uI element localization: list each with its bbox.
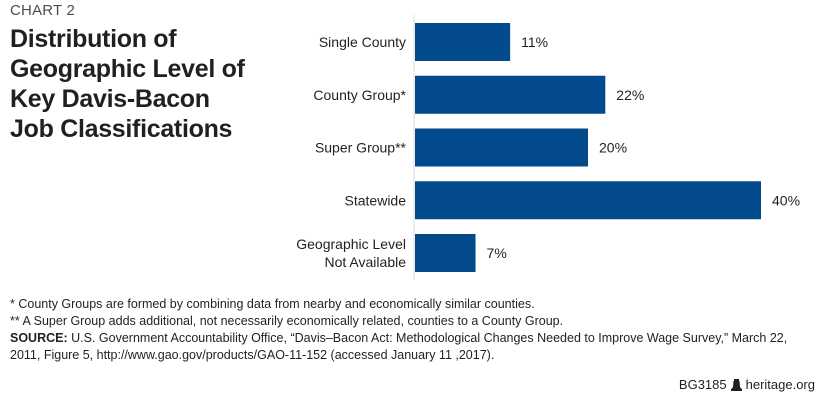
category-label: Not Available [325, 254, 407, 270]
chart-notes: * County Groups are formed by combining … [10, 296, 820, 364]
category-label: Single County [319, 34, 406, 50]
chart-kicker: CHART 2 [10, 2, 76, 19]
footnote-county-group: * County Groups are formed by combining … [10, 297, 535, 311]
category-label: County Group* [313, 87, 406, 103]
source-label: SOURCE: [10, 331, 68, 345]
source-text: U.S. Government Accountability Office, “… [10, 331, 788, 362]
bar [415, 181, 761, 220]
liberty-bell-icon [730, 378, 742, 391]
chart-title: Distribution of Geographic Level of Key … [10, 24, 280, 144]
value-label: 22% [616, 87, 644, 103]
bar [415, 23, 511, 61]
site-name: heritage.org [745, 377, 815, 392]
footnote-super-group: ** A Super Group adds additional, not ne… [10, 314, 564, 328]
source-note: SOURCE: U.S. Government Accountability O… [10, 330, 820, 364]
value-label: 20% [599, 140, 627, 156]
category-label: Statewide [345, 192, 407, 208]
bar-chart: 11% Single County 22% County Group* 20% Super… [296, 15, 800, 280]
value-label: 40% [772, 192, 800, 208]
category-label: Super Group** [315, 140, 407, 156]
report-code: BG3185 [678, 377, 727, 392]
value-label: 11% [521, 34, 548, 50]
title-line: Geographic Level of [10, 55, 245, 83]
bar [415, 75, 606, 114]
title-line: Job Classifications [10, 115, 233, 143]
title-line: Key Davis-Bacon [10, 85, 210, 113]
bar [415, 234, 476, 272]
footer: BG3185 heritage.org [679, 377, 815, 392]
value-label: 7% [487, 245, 507, 261]
category-label: Geographic Level [296, 236, 406, 252]
title-line: Distribution of [10, 25, 177, 53]
bar [415, 128, 588, 167]
